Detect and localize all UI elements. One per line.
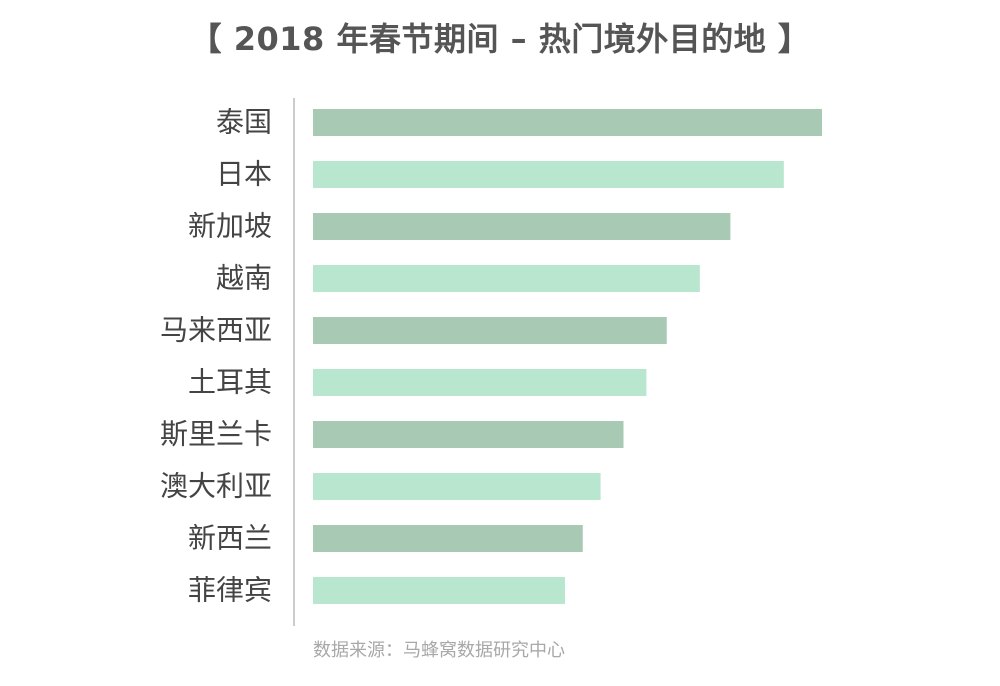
bar-6 [313, 369, 647, 396]
category-label-6: 土耳其 [188, 366, 272, 399]
category-label-9: 新西兰 [188, 522, 272, 555]
bar-9 [313, 525, 583, 552]
bar-10 [313, 577, 565, 604]
category-label-3: 新加坡 [188, 210, 272, 243]
source-note: 数据来源：马蜂窝数据研究中心 [313, 640, 565, 661]
category-label-7: 斯里兰卡 [160, 418, 272, 451]
bar-8 [313, 473, 601, 500]
category-label-4: 越南 [216, 262, 272, 295]
bar-1 [313, 109, 822, 136]
category-label-8: 澳大利亚 [160, 470, 272, 503]
bar-7 [313, 421, 624, 448]
category-label-5: 马来西亚 [160, 314, 272, 347]
category-label-10: 菲律宾 [188, 574, 272, 607]
bar-4 [313, 265, 700, 292]
bars-group [313, 109, 822, 604]
chart-title: 【 2018 年春节期间 – 热门境外目的地 】 [189, 20, 811, 58]
bar-5 [313, 317, 667, 344]
category-label-2: 日本 [216, 158, 272, 191]
bar-3 [313, 213, 731, 240]
bar-2 [313, 161, 784, 188]
category-label-1: 泰国 [216, 106, 272, 139]
